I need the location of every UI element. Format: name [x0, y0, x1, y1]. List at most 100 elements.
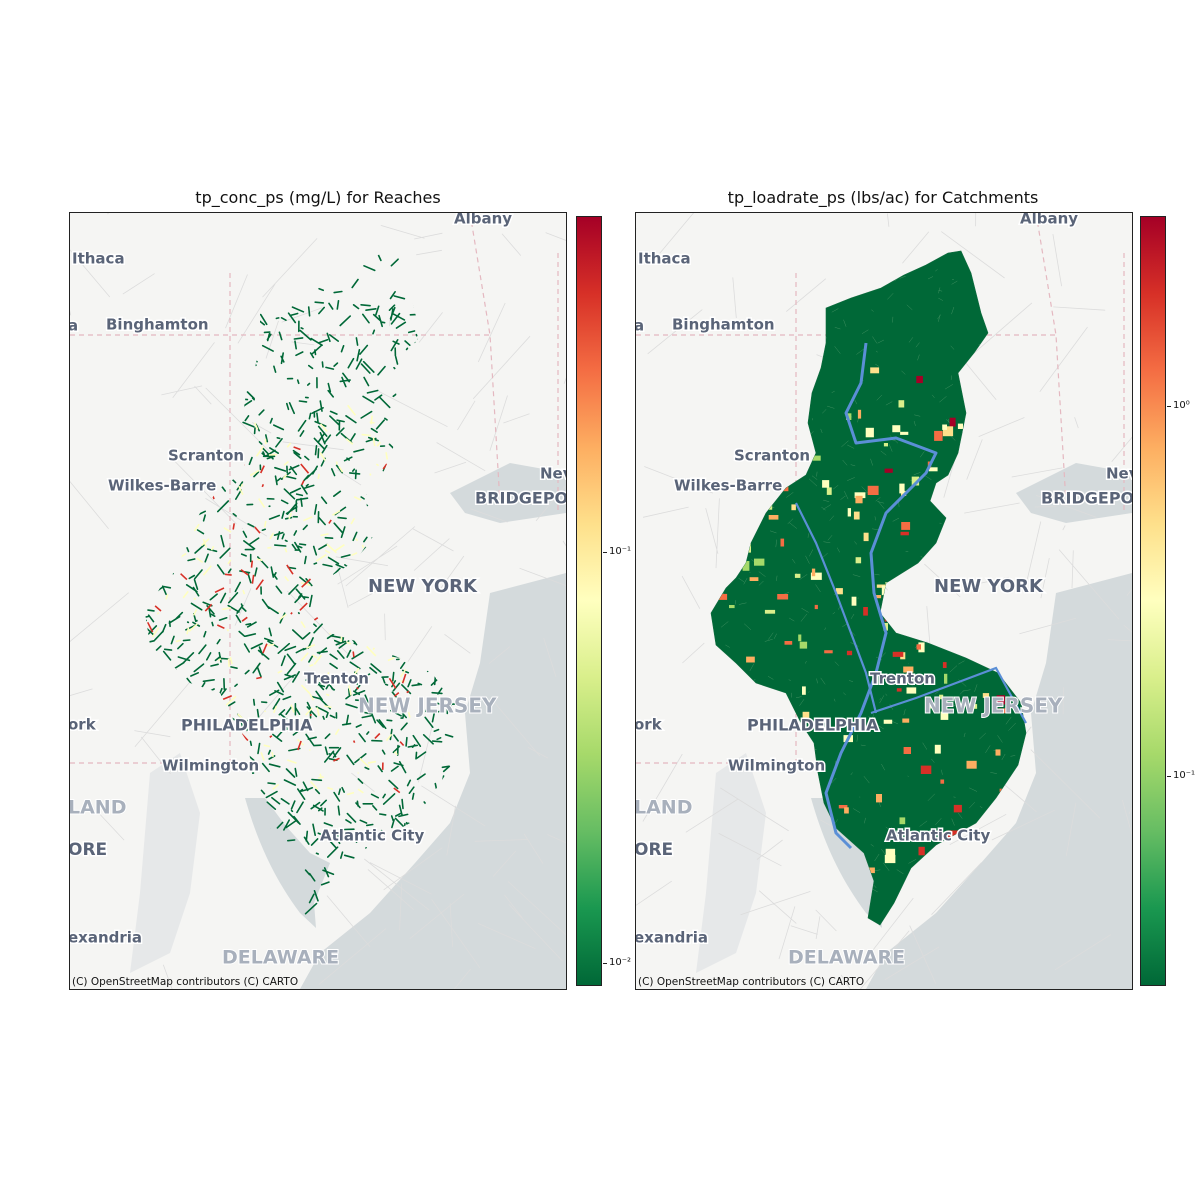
- catchment-highlight: [814, 604, 818, 610]
- catchment-highlight: [824, 650, 833, 654]
- catchment-highlight: [734, 563, 739, 568]
- catchment-highlight: [921, 609, 927, 614]
- catchment-highlight: [961, 602, 970, 608]
- catchment-highlight: [926, 573, 931, 580]
- atlantic-ocean: [300, 573, 566, 989]
- catchment-highlight: [984, 410, 994, 415]
- catchment-highlight: [903, 666, 914, 673]
- left-colorbar-tick-high: 10⁻¹: [602, 546, 632, 557]
- place-label-albany: Albany: [454, 213, 512, 228]
- catchment-highlight: [900, 531, 909, 536]
- catchment-highlight: [855, 495, 863, 504]
- place-label-philadelphia: PHILADELPHIA: [747, 716, 879, 735]
- place-label-york-partial: ork: [70, 716, 97, 734]
- catchment-highlight: [918, 846, 925, 856]
- catchment-highlight: [942, 662, 947, 668]
- chesapeake-bay: [696, 753, 766, 973]
- catchment-highlight: [771, 396, 779, 401]
- catchment-highlight: [999, 788, 1009, 792]
- catchment-highlight: [844, 807, 849, 814]
- long-island-sound: [450, 463, 566, 523]
- catchment-highlight: [1005, 600, 1010, 609]
- catchment-highlight: [718, 593, 728, 600]
- catchment-highlight: [766, 791, 773, 797]
- place-label-atlantic-city: Atlantic City: [886, 827, 990, 845]
- catchment-highlight: [934, 869, 942, 875]
- catchment-highlight: [826, 487, 832, 495]
- place-label-trenton: Trenton: [870, 670, 935, 688]
- catchment-highlight: [794, 835, 800, 839]
- catchment-highlight: [1004, 488, 1012, 496]
- catchment-highlight: [898, 400, 905, 408]
- catchment-highlight: [892, 651, 904, 657]
- catchment-highlight: [934, 744, 941, 754]
- catchment-highlight: [851, 596, 857, 606]
- catchment-highlight: [764, 688, 770, 695]
- catchment-highlight: [729, 605, 735, 609]
- place-label-bridgeport: BRIDGEPO: [475, 489, 566, 508]
- catchment-highlight: [772, 375, 779, 383]
- place-label-wilkes-barre: Wilkes-Barre: [674, 477, 782, 495]
- catchment-highlight: [953, 804, 962, 813]
- place-label-trenton: Trenton: [304, 670, 369, 688]
- place-label-new-york: NEW YORK: [934, 576, 1044, 597]
- catchment-highlight: [939, 694, 944, 700]
- place-label-maryland-partial: LAND: [636, 797, 692, 819]
- catchment-highlight: [918, 642, 925, 653]
- catchment-highlight: [863, 532, 869, 542]
- catchment-highlight: [998, 624, 1004, 633]
- catchment-highlight: [937, 563, 942, 573]
- catchment-highlight: [847, 508, 851, 517]
- catchment-highlight: [996, 802, 1001, 808]
- catchment-highlight: [746, 656, 755, 663]
- place-label-delaware: DELAWARE: [222, 947, 339, 969]
- place-label-alexandria-partial: exandria: [636, 929, 708, 947]
- place-label-baltimore-partial: ORE: [70, 840, 107, 860]
- catchment-highlight: [940, 711, 949, 720]
- catchment-highlight: [802, 711, 810, 719]
- catchment-highlight: [799, 641, 808, 649]
- place-label-atlantic-city: Atlantic City: [320, 827, 424, 845]
- catchment-highlight: [949, 417, 956, 427]
- catchment-highlight: [966, 760, 977, 769]
- catchment-highlight: [914, 574, 919, 583]
- catchment-highlight: [901, 522, 911, 530]
- catchment-highlight: [998, 708, 1006, 714]
- right-map[interactable]: Albany Ithaca a Binghamton Scranton Wilkes-Ba…: [635, 212, 1133, 990]
- catchment-highlight: [982, 693, 990, 698]
- catchment-highlight: [906, 687, 917, 694]
- catchment-highlight: [976, 431, 981, 439]
- place-label-new-haven-partial: Nev: [540, 465, 566, 483]
- catchment-highlight: [916, 644, 921, 650]
- catchment-highlight: [900, 431, 909, 435]
- catchment-highlight: [783, 779, 788, 786]
- catchment-highlight: [838, 805, 848, 809]
- place-label-left-edge-partial: a: [636, 317, 644, 335]
- left-map[interactable]: Albany Ithaca a Binghamton Scranton Wilkes-Ba…: [69, 212, 567, 990]
- catchment-highlight: [754, 558, 765, 566]
- catchment-highlight: [892, 425, 901, 433]
- catchment-highlight: [743, 464, 751, 468]
- catchment-highlight: [792, 862, 803, 871]
- catchment-highlight: [947, 830, 959, 840]
- left-map-canvas: Albany Ithaca a Binghamton Scranton Wilkes-Ba…: [70, 213, 566, 989]
- catchment-highlight: [942, 424, 947, 430]
- catchment-highlight: [811, 568, 816, 577]
- catchment-highlight: [751, 526, 755, 532]
- place-label-delaware: DELAWARE: [788, 947, 905, 969]
- catchment-highlight: [891, 590, 897, 596]
- catchment-highlight: [899, 817, 906, 825]
- place-label-new-haven-partial: Nev: [1106, 465, 1132, 483]
- place-label-binghamton: Binghamton: [672, 316, 775, 334]
- catchment-highlight: [785, 814, 789, 822]
- catchment-highlight: [957, 423, 963, 429]
- left-colorbar: [576, 216, 602, 986]
- catchment-highlight: [916, 375, 923, 384]
- catchment-highlight: [735, 397, 741, 408]
- catchment-highlight: [911, 476, 920, 486]
- chesapeake-bay: [130, 753, 200, 973]
- place-label-new-jersey: NEW JERSEY: [924, 694, 1063, 718]
- catchment-highlight: [866, 867, 875, 874]
- catchment-highlight: [881, 585, 890, 596]
- catchment-highlight: [969, 519, 975, 526]
